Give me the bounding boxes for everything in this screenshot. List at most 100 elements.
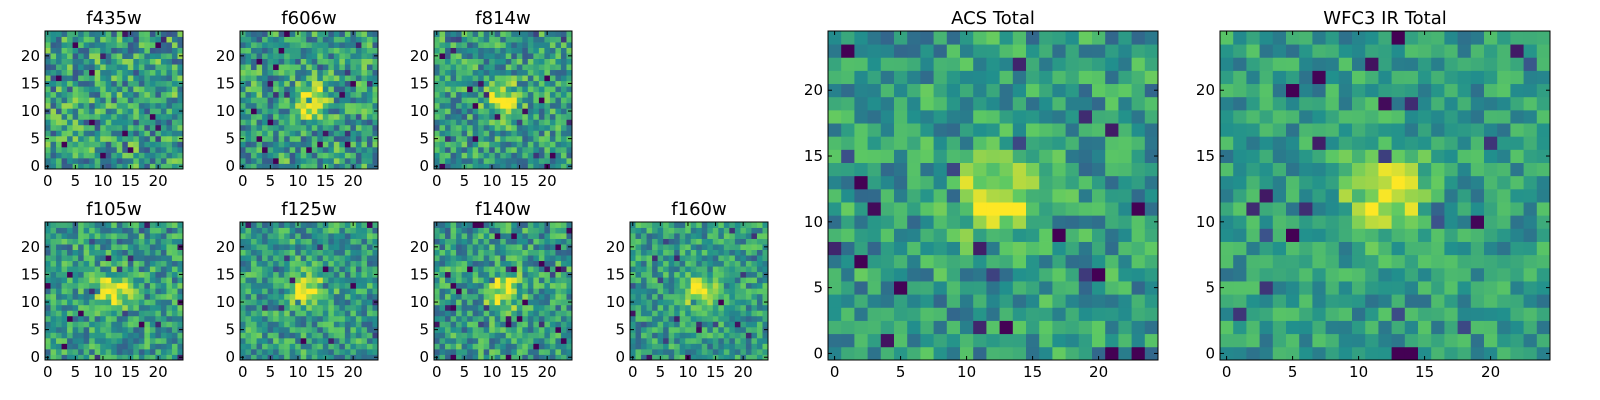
pixel [483,249,490,256]
pixel [663,332,670,339]
pixel [339,157,346,164]
pixel [300,108,307,115]
pixel [78,47,85,54]
pixel [880,267,895,282]
pixel [144,53,151,59]
pixel [45,304,51,311]
pixel [339,91,346,98]
pixel [273,102,280,109]
pixel [262,332,268,339]
pixel [549,222,556,228]
pixel [986,215,1000,229]
pixel [72,42,79,48]
pixel [445,75,451,82]
pixel [149,293,156,300]
pixel [328,244,335,250]
pixel [350,332,357,339]
pixel [1078,202,1093,216]
pixel [707,332,714,339]
pixel [155,53,162,59]
pixel [1105,307,1119,321]
pixel [549,31,556,37]
pixel [549,271,556,278]
pixel [67,157,73,164]
pixel [920,320,934,335]
pixel [116,282,123,289]
pixel [61,108,68,115]
pixel [494,293,501,300]
pixel [522,249,529,256]
pixel [289,332,296,339]
pixel [740,326,747,333]
pixel [289,348,296,355]
pixel [278,260,285,267]
pixel [566,97,573,104]
pixel [544,108,551,115]
pixel [828,175,842,190]
pixel [718,326,725,333]
pixel [522,47,529,54]
pixel [350,337,357,344]
pixel [1092,333,1106,348]
pixel [171,97,178,104]
pixel [83,315,90,322]
pixel [155,227,162,234]
pixel [560,113,567,120]
pixel [94,47,101,54]
pixel [494,304,501,311]
pixel [149,227,156,234]
pixel [278,321,285,328]
pixel [854,149,868,163]
pixel [946,281,961,295]
pixel [690,310,697,317]
pixel [111,260,118,267]
pixel [751,304,758,311]
pixel [538,332,545,339]
pixel [251,332,257,339]
pixel [72,97,79,104]
pixel [663,238,670,245]
pixel [94,260,101,267]
pixel [489,326,496,333]
pixel [177,113,184,120]
pixel [72,288,79,295]
pixel [461,233,468,239]
pixel [734,348,741,355]
pixel [333,244,340,250]
pixel [566,75,573,82]
pixel [138,244,145,250]
pixel [445,135,451,142]
pixel [646,222,653,228]
pixel [1026,215,1040,229]
pixel [445,53,451,59]
pixel [544,310,551,317]
pixel [372,255,379,262]
pixel [295,277,302,284]
pixel [549,102,556,109]
pixel [245,64,252,71]
pixel [339,266,346,273]
pixel [67,102,73,109]
pixel [630,304,636,311]
pixel [828,346,842,361]
pixel [111,130,118,137]
pixel [1105,162,1119,177]
pixel [467,91,474,98]
pixel [635,337,642,344]
pixel [306,119,313,126]
pixel [641,271,647,278]
pixel [701,271,708,278]
pixel [445,91,451,98]
pixel [56,354,62,361]
pixel [133,222,140,228]
pixel [111,238,118,245]
pixel [946,241,961,256]
pixel [284,310,291,317]
pixel [317,53,324,59]
pixel [105,266,112,273]
pixel [522,141,529,148]
pixel [372,69,379,76]
pixel [317,80,324,87]
pixel [663,260,670,267]
